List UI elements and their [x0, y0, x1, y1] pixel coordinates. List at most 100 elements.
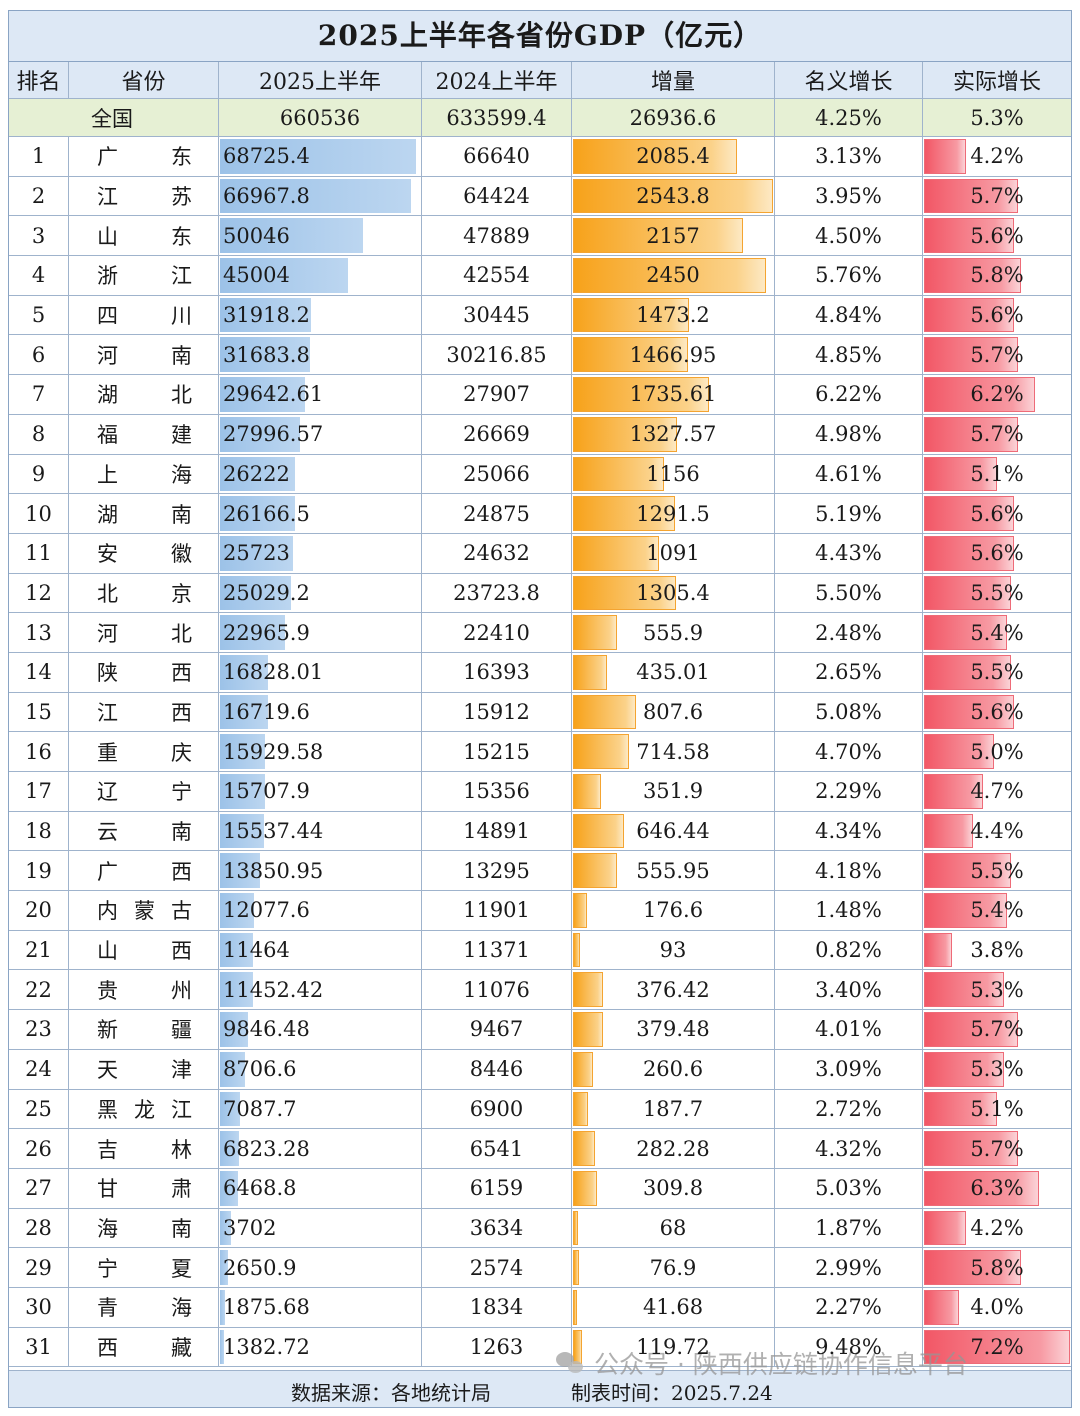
nominal-growth-cell-value: 2.48%	[815, 620, 882, 645]
gdp-2024-cell: 15356	[422, 772, 572, 811]
rank-cell-value: 2	[31, 184, 46, 209]
table-row: 14 陕西 16828.01 16393 435.01 2.65% 5.5%	[9, 652, 1071, 693]
increase-bar	[573, 972, 603, 1008]
province-char: 林	[171, 1137, 192, 1162]
increase-cell-value: 2450	[646, 263, 700, 288]
rank-cell-value: 3	[31, 223, 46, 248]
province-cell: 新疆	[69, 1010, 219, 1049]
increase-bar	[573, 218, 743, 254]
gdp-2024-cell-value: 1834	[469, 1295, 524, 1320]
gdp-2025-cell: 3702	[219, 1208, 422, 1248]
real-growth-bar	[924, 1329, 1070, 1365]
national-label: 全国	[9, 99, 219, 136]
increase-cell: 260.6	[572, 1049, 775, 1089]
gdp-2024-cell: 30216.85	[422, 335, 572, 375]
real-growth-bar	[924, 1051, 1004, 1087]
nominal-growth-cell: 2.48%	[775, 613, 923, 652]
nominal-growth-cell: 2.29%	[775, 772, 923, 811]
increase-cell-value: 2543.8	[636, 184, 710, 209]
province-char: 西	[171, 859, 192, 884]
gdp-2025-cell: 26222	[219, 454, 422, 494]
gdp-2025-cell: 11464	[219, 930, 422, 970]
table-row: 12 北京 25029.2 23723.8 1305.4 5.50% 5.5%	[9, 573, 1071, 614]
province-cell: 贵州	[69, 970, 219, 1010]
table-row: 22 贵州 11452.42 11076 376.42 3.40% 5.3%	[9, 970, 1071, 1011]
real-growth-bar	[924, 1091, 997, 1127]
table-row: 6 河南 31683.8 30216.85 1466.95 4.85% 5.7%	[9, 335, 1071, 376]
gdp-2025-bar	[220, 575, 292, 611]
nominal-growth-cell: 5.03%	[775, 1168, 923, 1208]
gdp-2025-cell-value: 26222	[223, 461, 290, 486]
real-growth-cell: 5.7%	[923, 177, 1071, 216]
gdp-2025-cell-value: 15929.58	[223, 739, 324, 764]
province-char: 云	[97, 820, 118, 845]
real-growth-bar	[924, 1289, 959, 1325]
nominal-growth-cell-value: 4.61%	[815, 461, 882, 486]
increase-bar	[573, 1051, 594, 1087]
gdp-2024-cell: 11901	[422, 891, 572, 930]
increase-cell: 309.8	[572, 1168, 775, 1208]
gdp-2024-cell: 2574	[422, 1248, 572, 1287]
table-row: 28 海南 3702 3634 68 1.87% 4.2%	[9, 1208, 1071, 1249]
nominal-growth-cell-value: 2.29%	[815, 779, 882, 804]
increase-cell-value: 1291.5	[636, 501, 710, 526]
column-header-increase: 增量	[572, 62, 775, 98]
rank-cell-value: 4	[31, 263, 46, 288]
gdp-2024-cell-value: 24632	[463, 541, 530, 566]
real-growth-cell-value: 5.7%	[970, 342, 1024, 367]
rank-cell: 16	[9, 732, 69, 771]
gdp-2025-bar	[220, 694, 268, 730]
nominal-growth-cell: 4.61%	[775, 454, 923, 494]
gdp-2025-cell-value: 7087.7	[223, 1096, 297, 1121]
increase-cell: 76.9	[572, 1248, 775, 1287]
increase-cell: 1466.95	[572, 335, 775, 375]
gdp-2025-cell: 31683.8	[219, 335, 422, 375]
province-name: 安徽	[69, 538, 218, 568]
province-cell: 山西	[69, 930, 219, 970]
province-char: 辽	[97, 780, 118, 805]
increase-bar	[573, 297, 689, 333]
rank-cell: 17	[9, 772, 69, 811]
province-char: 西	[97, 1335, 118, 1360]
gdp-2025-cell: 15537.44	[219, 811, 422, 851]
rank-cell: 28	[9, 1208, 69, 1248]
nominal-growth-cell-value: 4.98%	[815, 422, 882, 447]
real-growth-cell-value: 4.2%	[970, 144, 1024, 169]
nominal-growth-cell-value: 3.13%	[815, 144, 882, 169]
province-name: 浙江	[69, 260, 218, 290]
increase-bar	[573, 734, 630, 769]
gdp-2024-cell: 30445	[422, 295, 572, 335]
province-name: 青海	[69, 1292, 218, 1322]
gdp-2024-cell-value: 16393	[463, 660, 530, 685]
nominal-growth-cell-value: 4.85%	[815, 342, 882, 367]
increase-cell: 555.9	[572, 613, 775, 652]
header-row: 排名 省份 2025上半年 2024上半年 增量 名义增长 实际增长	[9, 62, 1071, 99]
rank-cell: 9	[9, 454, 69, 494]
real-growth-bar	[924, 218, 1015, 254]
province-char: 湖	[97, 383, 118, 408]
province-char: 海	[171, 1296, 192, 1321]
real-growth-bar	[924, 932, 952, 968]
nominal-growth-cell-value: 2.72%	[815, 1096, 882, 1121]
province-char: 青	[97, 1296, 118, 1321]
province-char: 江	[97, 700, 118, 725]
gdp-2024-cell: 11371	[422, 930, 572, 970]
nominal-growth-cell: 4.32%	[775, 1129, 923, 1168]
table-row: 26 吉林 6823.28 6541 282.28 4.32% 5.7%	[9, 1129, 1071, 1169]
increase-bar	[573, 1131, 596, 1166]
rank-cell: 24	[9, 1049, 69, 1089]
gdp-2025-bar	[220, 496, 295, 531]
nominal-growth-cell-value: 4.50%	[815, 223, 882, 248]
province-cell: 河南	[69, 335, 219, 375]
province-cell: 上海	[69, 454, 219, 494]
gdp-2024-cell: 6900	[422, 1089, 572, 1129]
gdp-2025-cell-value: 2650.9	[223, 1255, 297, 1280]
gdp-2025-cell: 22965.9	[219, 613, 422, 652]
rank-cell-value: 12	[25, 580, 52, 605]
nominal-growth-cell-value: 3.40%	[815, 977, 882, 1002]
gdp-2024-cell: 14891	[422, 811, 572, 851]
increase-cell-value: 1735.61	[629, 382, 717, 407]
gdp-2025-bar	[220, 853, 260, 889]
real-growth-cell: 5.1%	[923, 1090, 1071, 1129]
real-growth-bar	[924, 297, 1015, 333]
